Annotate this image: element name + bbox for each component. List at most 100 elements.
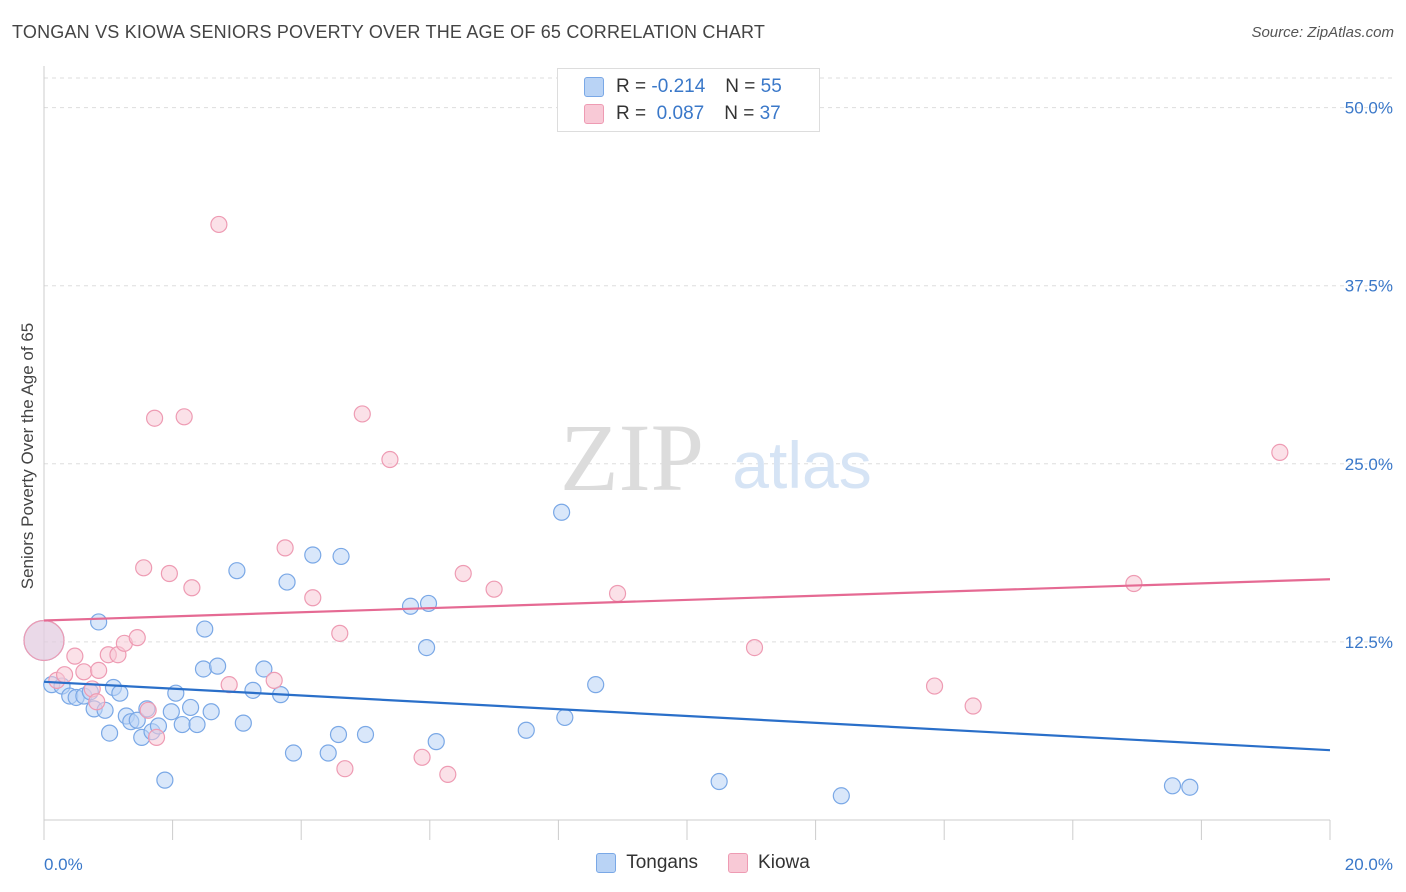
tongans-point xyxy=(196,620,214,638)
tongans-point xyxy=(111,684,129,702)
tongans-point xyxy=(173,715,191,734)
kiowa-point xyxy=(88,693,106,711)
tongans-point xyxy=(556,708,574,727)
legend-n-label: N = xyxy=(724,103,755,124)
kiowa-point xyxy=(145,409,164,427)
kiowa-point xyxy=(135,559,153,577)
tongans-point xyxy=(329,725,348,744)
tongans-point xyxy=(710,772,728,791)
watermark-zip: ZIP xyxy=(560,404,704,511)
kiowa-point xyxy=(1125,574,1143,593)
legend-swatch-blue xyxy=(584,77,604,97)
legend-n-label: N = xyxy=(725,76,756,97)
tongans-point xyxy=(234,714,252,732)
kiowa-point xyxy=(265,671,283,689)
tongans-point xyxy=(100,724,119,742)
chart-title: TONGAN VS KIOWA SENIORS POVERTY OVER THE… xyxy=(12,22,766,42)
tongans-point xyxy=(304,546,322,564)
kiowa-point xyxy=(66,647,84,665)
kiowa-point xyxy=(128,629,146,647)
tongans-point xyxy=(188,715,206,734)
kiowa-point xyxy=(439,765,457,784)
kiowa-point xyxy=(276,539,294,557)
kiowa-trend-line xyxy=(43,578,1331,622)
kiowa-point xyxy=(55,666,74,684)
legend-r-value: 0.087 xyxy=(651,103,705,124)
kiowa-point xyxy=(336,760,354,778)
kiowa-point xyxy=(183,579,201,597)
legend-n-value: 37 xyxy=(759,103,781,124)
y-tick-label: 12.5% xyxy=(1345,633,1393,652)
kiowa-point xyxy=(381,450,399,469)
y-tick-label: 25.0% xyxy=(1345,455,1393,474)
kiowa-point xyxy=(485,580,503,598)
kiowa-point xyxy=(413,748,431,766)
tongans-trend-line xyxy=(43,680,1331,752)
legend-n-value: 55 xyxy=(760,76,782,97)
tongans-point xyxy=(156,771,174,789)
kiowa-point xyxy=(964,697,982,715)
kiowa-point xyxy=(1271,443,1289,462)
tongans-point xyxy=(319,744,337,762)
tongans-point xyxy=(182,698,200,717)
kiowa-point xyxy=(745,639,764,657)
tongans-point xyxy=(228,562,246,580)
tongans-point xyxy=(162,703,180,721)
legend-row-kiowa: R = 0.087 N = 37 xyxy=(584,102,781,126)
series-legend: Tongans Kiowa xyxy=(0,852,1406,874)
points-layer xyxy=(23,215,1289,805)
kiowa-point xyxy=(90,661,108,680)
watermark: ZIP atlas xyxy=(560,404,872,511)
legend-swatch-tongans xyxy=(596,853,617,873)
legend-item-kiowa[interactable]: Kiowa xyxy=(728,852,810,874)
legend-row-tongans: R = -0.214 N = 55 xyxy=(584,75,782,99)
tongans-point xyxy=(244,681,262,699)
source-label: Source: ZipAtlas.com xyxy=(1251,24,1394,41)
tongans-point xyxy=(255,660,273,678)
tongans-point xyxy=(517,721,535,739)
tongans-point xyxy=(209,657,227,675)
kiowa-point xyxy=(147,728,166,746)
legend-swatch-kiowa xyxy=(728,853,749,873)
tongans-point xyxy=(427,733,445,751)
kiowa-point xyxy=(608,584,627,603)
y-tick-label: 37.5% xyxy=(1345,277,1393,296)
watermark-atlas: atlas xyxy=(732,428,871,502)
y-axis-label: Seniors Poverty Over the Age of 65 xyxy=(18,323,37,589)
legend-label-kiowa: Kiowa xyxy=(758,852,810,873)
label-layer: 12.5% 25.0% 37.5% 50.0% 0.0% 20.0% Seniors Pov… xyxy=(18,99,1393,874)
tongans-point xyxy=(832,787,850,805)
stats-legend: R = -0.214 N = 55 R = 0.087 N = 37 xyxy=(557,68,820,132)
tongans-point xyxy=(278,573,296,591)
tongans-point xyxy=(401,597,420,615)
tongans-point xyxy=(284,744,303,762)
tongans-point xyxy=(356,725,375,744)
kiowa-point xyxy=(75,663,93,681)
kiowa-point xyxy=(23,619,65,662)
grid-layer xyxy=(44,77,1392,643)
kiowa-point xyxy=(353,405,371,423)
tongans-point xyxy=(417,639,436,657)
x-tick-label: 20.0% xyxy=(1345,855,1393,874)
kiowa-point xyxy=(454,564,472,583)
x-tick-label: 0.0% xyxy=(44,855,83,874)
tongans-point xyxy=(1163,777,1182,795)
kiowa-point xyxy=(175,408,193,426)
kiowa-point xyxy=(139,701,157,719)
tongans-point xyxy=(553,503,571,521)
trend-layer xyxy=(43,578,1331,752)
tongans-point xyxy=(332,547,350,566)
legend-r-value: -0.214 xyxy=(651,76,706,97)
tongans-point xyxy=(194,660,213,678)
legend-r-label: R = xyxy=(616,103,647,124)
tongans-point xyxy=(1181,778,1199,796)
legend-item-tongans[interactable]: Tongans xyxy=(596,852,698,874)
tongans-point xyxy=(202,703,220,721)
tongans-point xyxy=(128,711,146,729)
tongans-point xyxy=(90,613,108,631)
legend-swatch-pink xyxy=(584,104,604,124)
tongans-point xyxy=(587,676,605,694)
kiowa-point xyxy=(304,589,322,607)
kiowa-point xyxy=(925,677,944,695)
